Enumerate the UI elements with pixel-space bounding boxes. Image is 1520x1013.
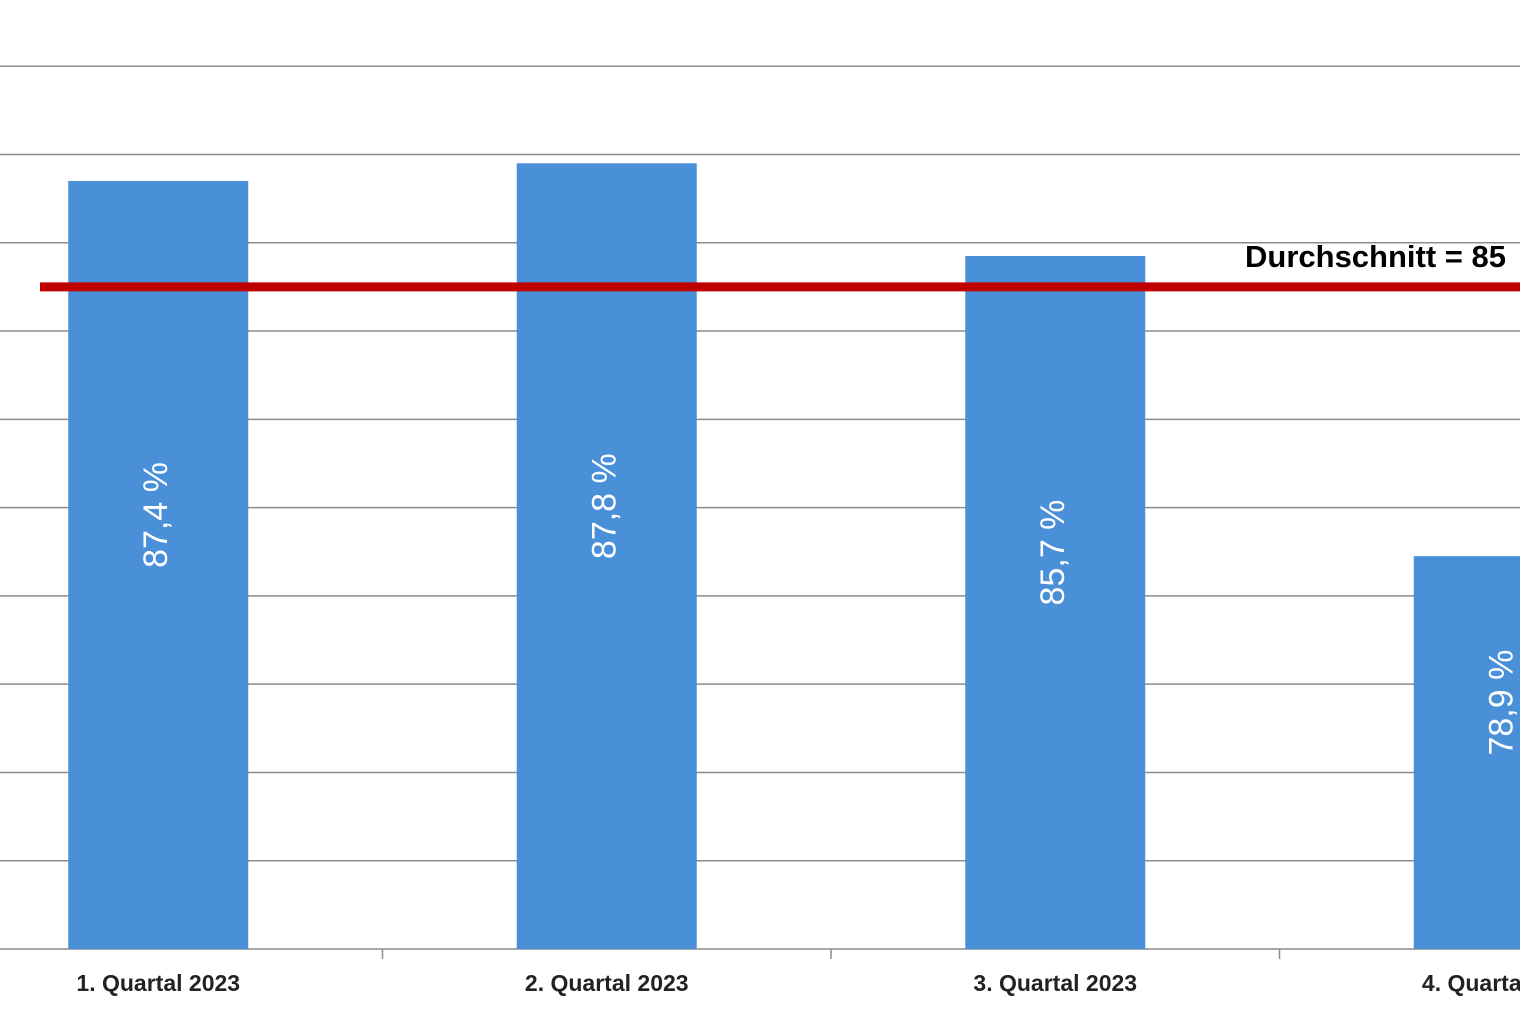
bar	[516, 163, 697, 949]
bar	[965, 256, 1146, 950]
x-tick-label: 4. Quartal 2023	[1422, 970, 1520, 996]
value-label: 87,8 %	[586, 453, 624, 559]
bar	[68, 180, 249, 949]
value-label: 85,7 %	[1034, 500, 1072, 606]
value-label: 87,4 %	[137, 462, 175, 568]
average-label: Durchschnitt = 85	[1245, 239, 1506, 274]
value-label: 78,9 %	[1483, 650, 1520, 756]
x-tick-label: 1. Quartal 2023	[76, 970, 240, 996]
bar	[1413, 556, 1520, 949]
x-tick-label: 2. Quartal 2023	[525, 970, 689, 996]
x-tick-label: 3. Quartal 2023	[973, 970, 1137, 996]
